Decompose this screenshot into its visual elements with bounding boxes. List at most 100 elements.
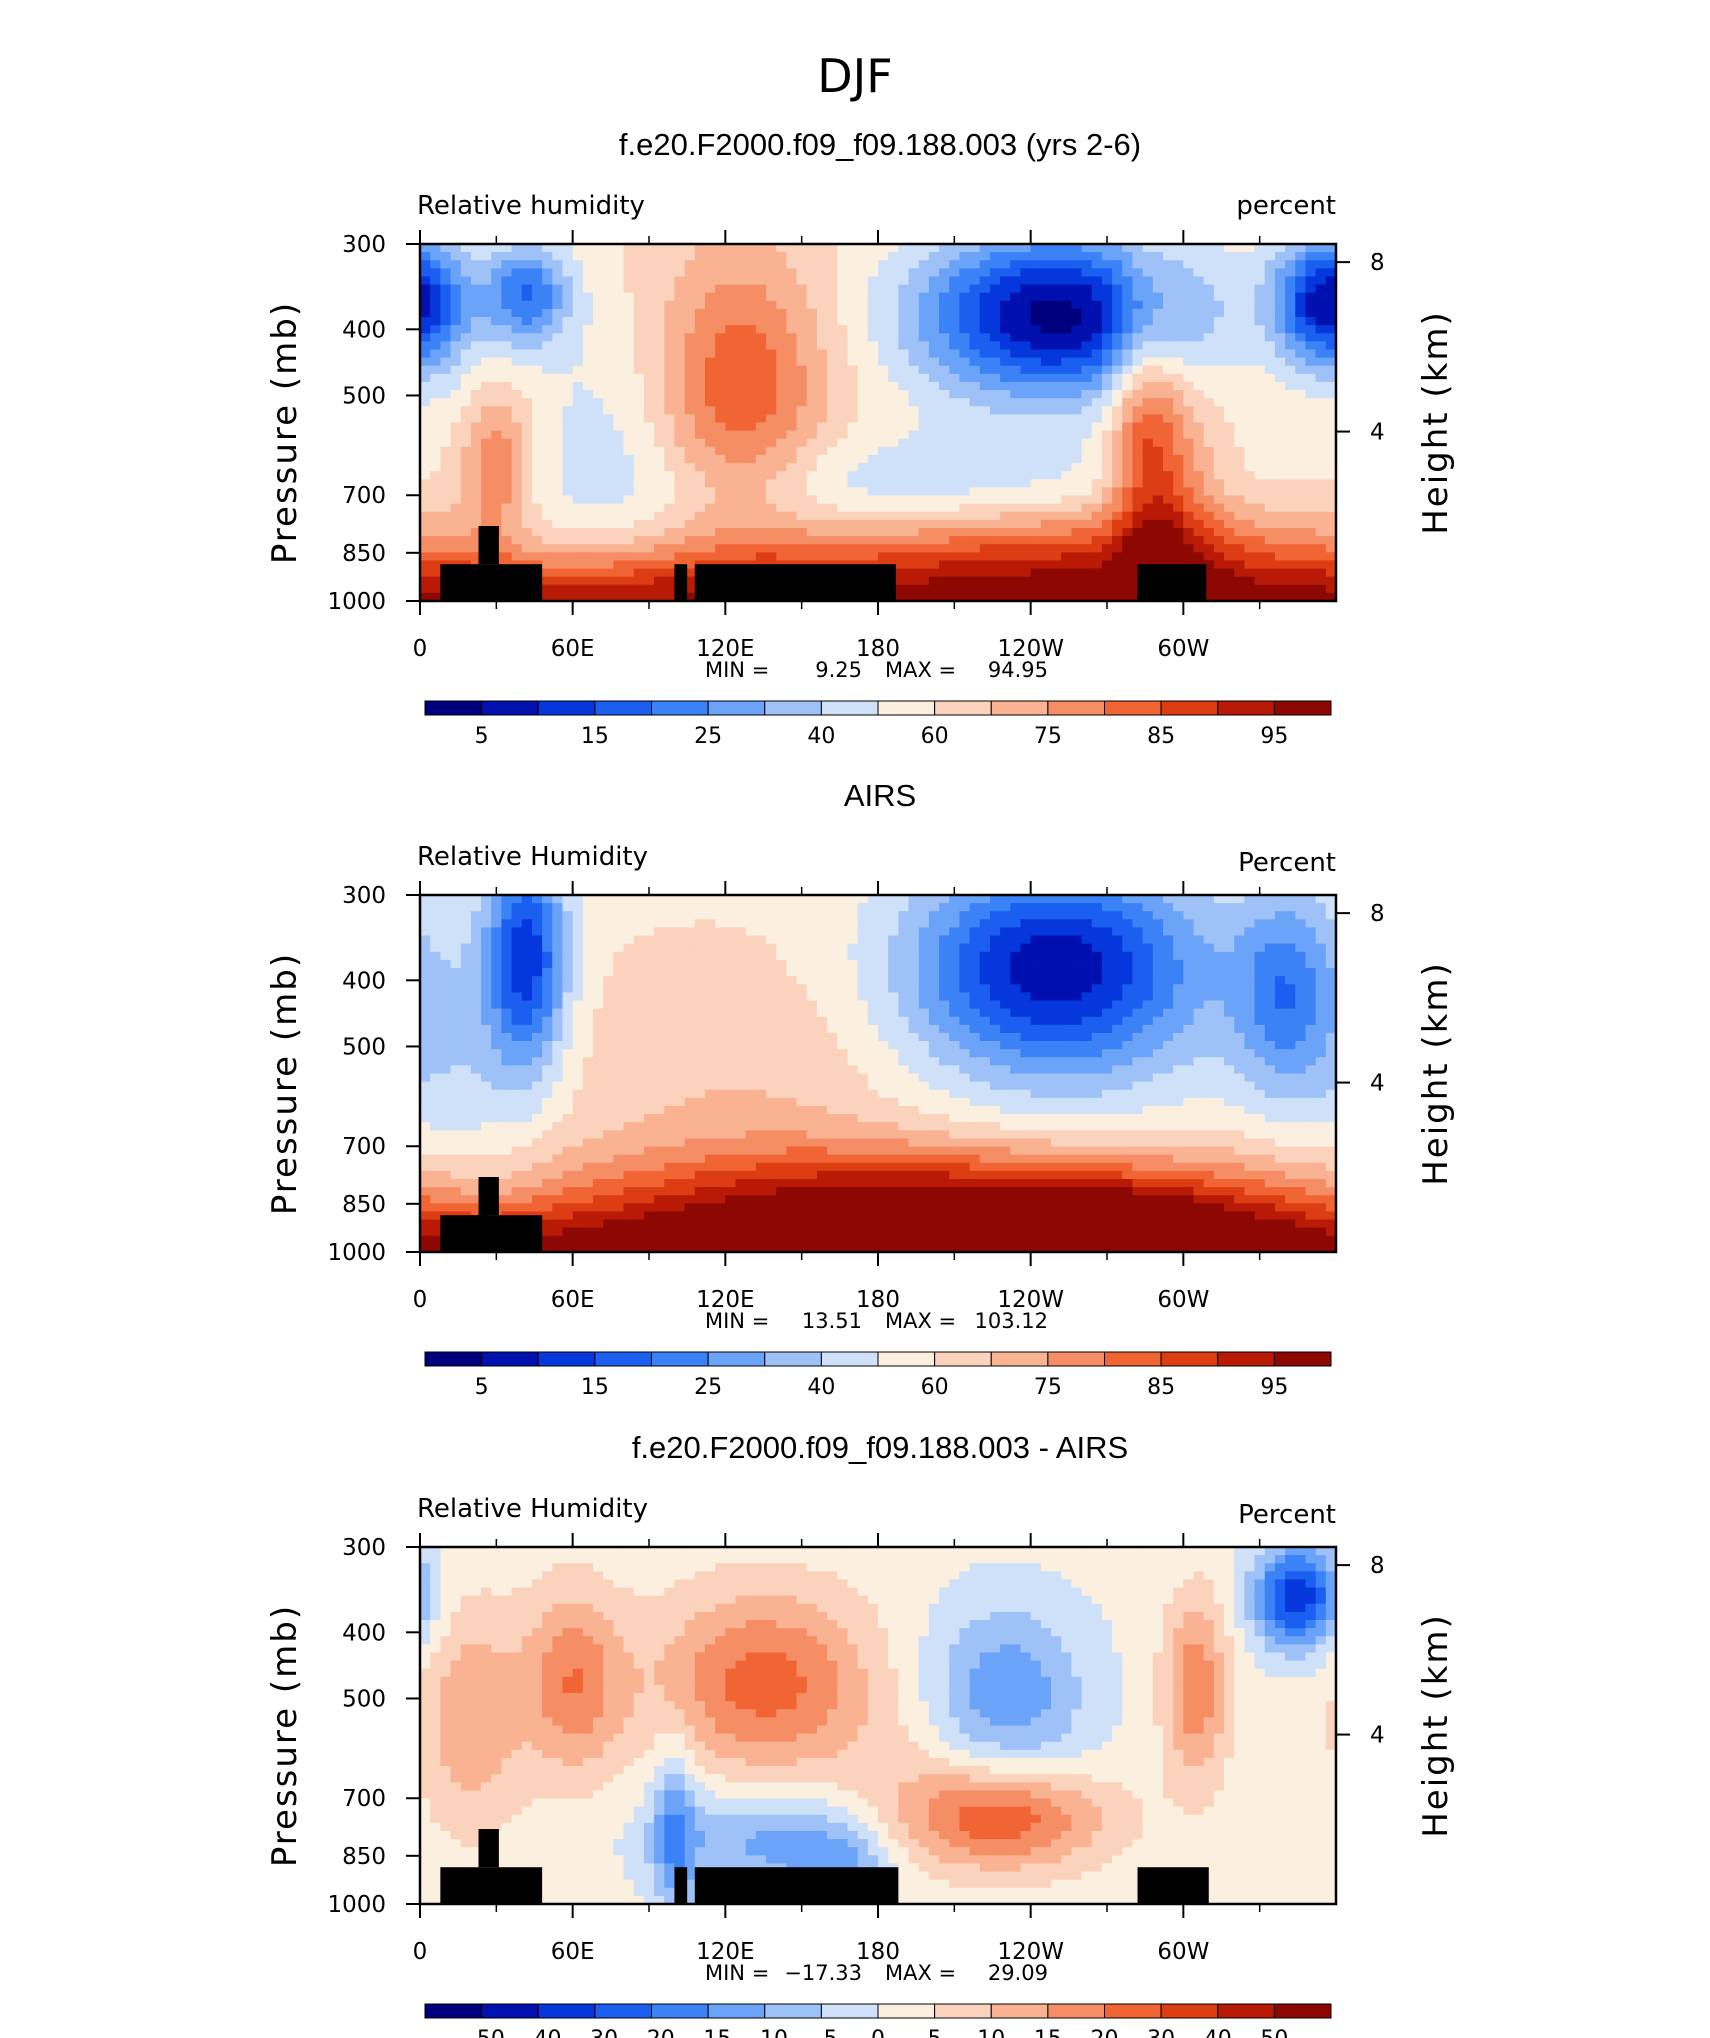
contour-cell: [1101, 430, 1113, 440]
contour-cell: [1020, 511, 1032, 521]
contour-cell: [593, 422, 604, 432]
contour-cell: [1112, 446, 1123, 456]
contour-cell: [1091, 911, 1103, 920]
contour-cell: [491, 422, 503, 432]
contour-cell: [989, 903, 1001, 912]
contour-cell: [725, 349, 737, 359]
contour-cell: [847, 943, 859, 953]
contour-cell: [1162, 463, 1174, 472]
contour-cell: [786, 487, 798, 497]
contour-cell: [613, 373, 625, 383]
contour-cell: [1020, 544, 1032, 553]
contour-cell: [582, 903, 594, 912]
contour-cell: [1162, 943, 1174, 953]
contour-cell: [1213, 911, 1225, 920]
contour-cell: [470, 487, 482, 497]
contour-cell: [1183, 308, 1195, 318]
contour-cell: [816, 495, 828, 505]
contour-cell: [643, 951, 655, 961]
contour-cell: [582, 471, 594, 480]
contour-cell: [1081, 317, 1093, 326]
contour-cell: [694, 438, 706, 448]
contour-cell: [1101, 552, 1113, 562]
contour-cell: [1244, 454, 1256, 464]
contour-cell: [501, 487, 513, 497]
contour-cell: [1193, 487, 1205, 497]
contour-cell: [1193, 503, 1205, 513]
contour-cell: [1030, 414, 1042, 424]
contour-cell: [521, 357, 533, 367]
colorbar-label: 15: [581, 724, 609, 749]
contour-cell: [654, 903, 665, 912]
contour-cell: [1071, 487, 1083, 497]
contour-cell: [1051, 308, 1062, 318]
contour-cell: [1000, 487, 1011, 497]
contour-cell: [643, 398, 655, 407]
contour-cell: [816, 422, 828, 432]
contour-cell: [776, 414, 787, 424]
contour-cell: [470, 968, 482, 977]
contour-cell: [1030, 495, 1042, 505]
contour-cell: [481, 463, 492, 472]
contour-cell: [939, 919, 950, 929]
contour-cell: [1315, 951, 1327, 961]
contour-cell: [572, 568, 584, 578]
contour-cell: [725, 519, 737, 529]
contour-cell: [501, 300, 513, 310]
contour-cell: [460, 422, 472, 432]
contour-cell: [755, 292, 767, 302]
contour-cell: [928, 536, 940, 545]
contour-cell: [1020, 479, 1032, 489]
contour-cell: [959, 479, 971, 489]
contour-cell: [511, 454, 523, 464]
contour-cell: [552, 951, 564, 961]
contour-cell: [898, 381, 910, 391]
contour-cell: [1325, 959, 1337, 969]
contour-cell: [725, 919, 737, 929]
contour-cell: [1224, 968, 1235, 977]
contour-cell: [1101, 398, 1113, 407]
contour-cell: [1081, 357, 1093, 367]
contour-cell: [1152, 895, 1164, 904]
contour-cell: [481, 487, 492, 497]
contour-cell: [857, 260, 869, 269]
contour-cell: [633, 333, 645, 342]
contour-cell: [684, 503, 696, 513]
contour-cell: [430, 446, 441, 456]
contour-cell: [552, 357, 564, 367]
contour-cell: [1274, 308, 1286, 318]
contour-cell: [593, 252, 604, 261]
contour-cell: [674, 552, 686, 562]
contour-cell: [460, 244, 472, 253]
contour-cell: [725, 527, 737, 537]
contour-cell: [542, 268, 553, 278]
contour-cell: [1152, 300, 1164, 310]
contour-cell: [969, 260, 981, 269]
contour-cell: [715, 422, 726, 432]
contour-cell: [1000, 519, 1011, 529]
contour-cell: [888, 308, 899, 318]
contour-cell: [613, 300, 625, 310]
contour-cell: [969, 927, 981, 937]
contour-cell: [521, 454, 533, 464]
contour-cell: [1061, 430, 1072, 440]
contour-cell: [623, 903, 635, 912]
contour-cell: [1173, 406, 1184, 415]
contour-cell: [918, 317, 930, 326]
contour-cell: [1122, 951, 1134, 961]
contour-cell: [918, 536, 930, 545]
contour-cell: [715, 536, 726, 545]
contour-cell: [1213, 943, 1225, 953]
contour-cell: [766, 260, 777, 269]
contour-cell: [989, 268, 1001, 278]
contour-cell: [1315, 308, 1327, 318]
contour-cell: [1081, 576, 1093, 586]
contour-cell: [572, 951, 584, 961]
contour-cell: [460, 325, 472, 334]
contour-cell: [837, 552, 849, 562]
contour-cell: [979, 365, 991, 375]
contour-cell: [1122, 438, 1134, 448]
contour-cell: [796, 349, 808, 359]
contour-cell: [450, 438, 462, 448]
contour-cell: [878, 438, 889, 448]
